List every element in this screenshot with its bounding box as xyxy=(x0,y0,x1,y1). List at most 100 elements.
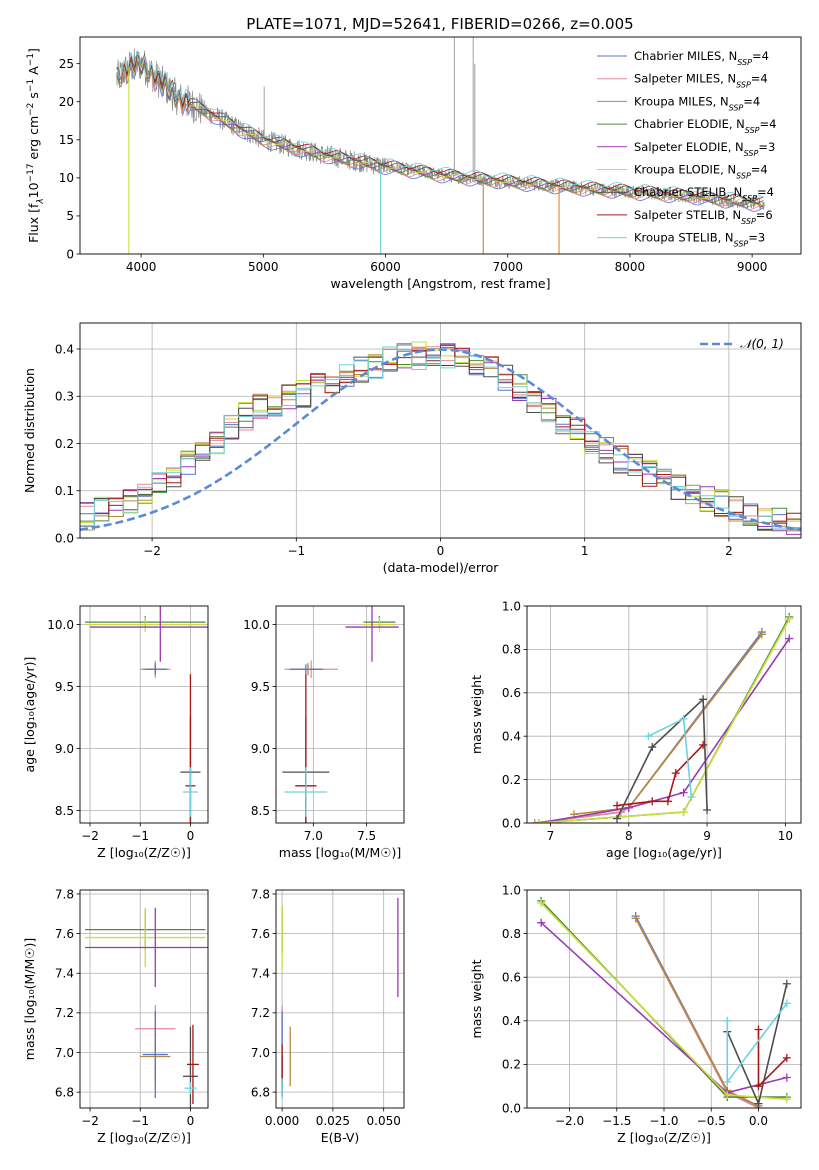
frame-mass_vs_EBV: 0.000 0.025 0.050 6.8 7.0 7.2 7.4 7.6 7.8 E(B-V) xyxy=(251,887,405,1145)
y-tick-label: 1.0 xyxy=(502,883,521,897)
mass-weight-marker xyxy=(671,769,680,778)
mass-weight-marker xyxy=(785,634,794,643)
plot-area-mass_vs_Z xyxy=(85,907,208,1108)
legend-sub: SSP xyxy=(736,80,751,89)
legend-label: Salpeter ELODIE, N xyxy=(634,140,744,154)
legend-entry: Kroupa MILES, NSSP=4 xyxy=(634,94,760,112)
errorbar-point xyxy=(184,1082,197,1095)
mass-weight-marker xyxy=(624,803,633,812)
y-tick-label: 0.2 xyxy=(502,773,521,787)
x-tick-label: 7.5 xyxy=(357,829,376,843)
errorbar-point xyxy=(363,617,396,633)
mass-weight-marker xyxy=(613,814,622,823)
frame-age_vs_Z: −2 −1 0 8.5 9.0 9.5 10.0 Z [log₁₀(Z/Z☉)] age [lo… xyxy=(22,605,209,860)
x-tick-label: −0.5 xyxy=(697,1114,726,1128)
x-tick-label: 0 xyxy=(187,829,195,843)
y-tick-label: 0.0 xyxy=(502,816,521,830)
y-axis-label-part: 10 xyxy=(26,182,41,198)
legend-suffix: =4 xyxy=(743,94,760,108)
histogram-step-line xyxy=(80,346,801,530)
mass-weight-marker xyxy=(782,979,791,988)
y-tick-label: 0.8 xyxy=(502,643,521,657)
y-axis-label-part: Flux [f xyxy=(26,203,41,243)
y-tick-label: 9.0 xyxy=(55,742,74,756)
mass-weight-marker xyxy=(699,695,708,704)
y-axis-label-part: −1 xyxy=(26,53,36,66)
y-axis-label-part: −17 xyxy=(26,163,36,182)
x-tick-label: 0.025 xyxy=(316,1114,350,1128)
plot-area-weight_vs_Z xyxy=(537,896,791,1108)
y-tick-label: 7.0 xyxy=(251,1046,270,1060)
x-tick-label: −2 xyxy=(143,544,161,558)
x-axis-label: Z [log₁₀(Z/Z☉)] xyxy=(97,1130,191,1145)
y-tick-label: 10.0 xyxy=(243,618,270,632)
legend-sub: SSP xyxy=(737,58,752,67)
axes-frame xyxy=(79,605,209,824)
y-tick-label: 7.6 xyxy=(55,927,74,941)
legend-suffix: =3 xyxy=(758,140,775,154)
errorbar-point xyxy=(182,767,198,817)
errorbar-point xyxy=(284,767,328,817)
axes-frame xyxy=(526,605,802,824)
legend-entry: Salpeter ELODIE, NSSP=3 xyxy=(634,140,775,158)
mass-weight-marker xyxy=(679,808,688,817)
legend-entry: 𝒩(0, 1) xyxy=(740,337,784,351)
axes-mass_vs_EBV: 0.000 0.025 0.050 6.8 7.0 7.2 7.4 7.6 7.8 E(B-V) xyxy=(251,887,405,1145)
x-tick-label: 9000 xyxy=(737,260,768,274)
x-axis-label: mass [log₁₀(M/M☉)] xyxy=(279,845,401,860)
mass-weight-marker xyxy=(699,740,708,749)
axes-weight_vs_Z: −2.0 −1.5 −1.0 −0.5 0.0 0.0 0.2 0.4 0.6 0.8 1.0 Z [… xyxy=(469,883,802,1145)
x-tick-label: 10 xyxy=(778,829,793,843)
mass-weight-marker xyxy=(782,1095,791,1104)
errorbar-point xyxy=(85,907,206,968)
axes-residuals: −2 −1 0 1 2 0.0 0.1 0.2 0.3 0.4 (data-model)/error… xyxy=(22,322,802,575)
mass-weight-marker xyxy=(723,1016,732,1025)
x-axis-label: Z [log₁₀(Z/Z☉)] xyxy=(617,1130,711,1145)
mass-weight-marker xyxy=(782,1073,791,1082)
y-tick-label: 0 xyxy=(66,247,74,261)
errorbar-point xyxy=(289,664,322,675)
mass-weight-marker xyxy=(723,1077,732,1086)
chart-layer: 4000 5000 6000 7000 8000 90000510152025wavele… xyxy=(22,36,802,1145)
x-tick-label: −1 xyxy=(131,1114,149,1128)
mass-weight-marker xyxy=(530,819,539,823)
legend-entry: Salpeter STELIB, NSSP=6 xyxy=(634,208,773,226)
errorbar-point xyxy=(145,664,166,675)
mass-weight-marker xyxy=(534,819,543,823)
mass-weight-marker xyxy=(613,801,622,810)
mass-weight-marker xyxy=(631,914,640,923)
y-axis-label: mass weight xyxy=(469,675,484,754)
y-tick-label: 10 xyxy=(59,171,74,185)
x-tick-label: −1 xyxy=(287,544,305,558)
x-tick-label: 4000 xyxy=(126,260,157,274)
x-tick-label: 2 xyxy=(725,544,733,558)
errorbar-point xyxy=(90,606,208,662)
x-tick-label: 0.050 xyxy=(367,1114,401,1128)
x-axis-label: (data-model)/error xyxy=(383,560,500,575)
x-axis-label: E(B-V) xyxy=(321,1130,360,1145)
y-tick-label: 1.0 xyxy=(502,599,521,613)
frame-weight_vs_Z: −2.0 −1.5 −1.0 −0.5 0.0 0.0 0.2 0.4 0.6 0.8 1.0 Z [… xyxy=(469,883,802,1145)
legend-entry: Chabrier ELODIE, NSSP=4 xyxy=(634,117,776,135)
model-spectrum-line xyxy=(116,55,764,206)
legend-suffix: =6 xyxy=(756,208,773,222)
plot-area-residuals xyxy=(80,341,801,535)
mass-weight-series-line xyxy=(616,697,708,820)
y-axis-label: Normed distribution xyxy=(22,368,37,493)
axes-frame xyxy=(275,605,405,824)
legend-label: Chabrier ELODIE, N xyxy=(634,117,745,131)
errorbar-point xyxy=(142,1010,168,1099)
mass-weight-marker xyxy=(754,1025,763,1034)
axes-frame xyxy=(79,889,209,1109)
axes-frame xyxy=(275,889,405,1109)
figure-title: PLATE=1071, MJD=52641, FIBERID=0266, z=0… xyxy=(246,15,633,33)
legend-label: Kroupa MILES, N xyxy=(634,94,729,108)
y-tick-label: 15 xyxy=(59,133,74,147)
legend-label: Kroupa ELODIE, N xyxy=(634,163,736,177)
legend-entry: Salpeter MILES, NSSP=4 xyxy=(634,72,768,90)
y-axis-label: age [log₁₀(age/yr)] xyxy=(22,657,37,773)
frame-spectrum: 4000 5000 6000 7000 8000 9000 0 5 10 15 20 25 wavele… xyxy=(26,36,802,291)
y-tick-label: 7.4 xyxy=(55,967,74,981)
model-spectrum-line xyxy=(116,50,764,200)
grid-mass_vs_Z xyxy=(80,890,208,1108)
